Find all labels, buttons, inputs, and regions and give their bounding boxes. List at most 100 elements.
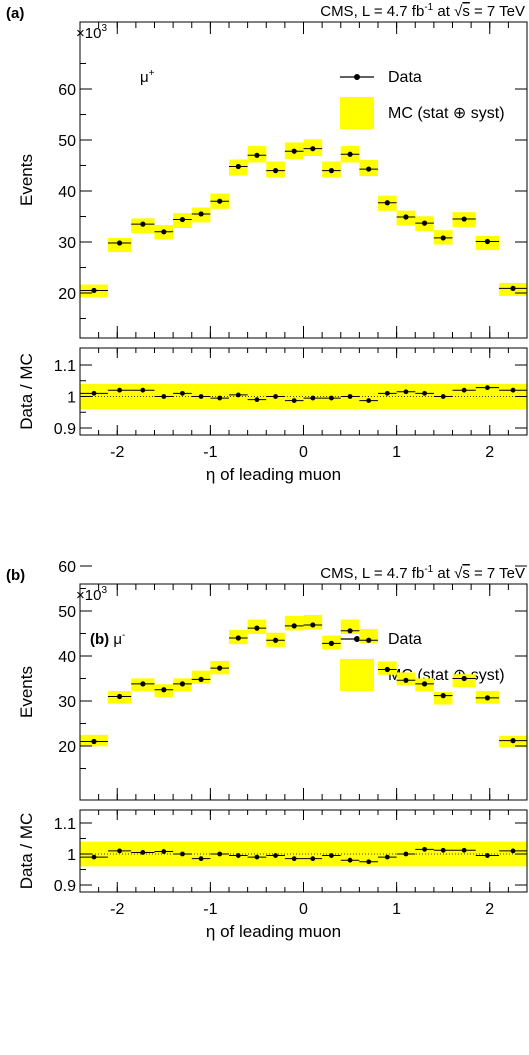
data-point	[91, 738, 97, 745]
energy-label: = 7 TeV	[470, 565, 525, 582]
y-tick-label: 30	[58, 694, 76, 711]
data-point	[91, 287, 97, 294]
ratio-point	[117, 848, 122, 854]
ratio-point	[485, 385, 490, 391]
legend-mc-swatch	[340, 97, 374, 129]
ratio-point	[217, 851, 223, 857]
data-point	[366, 637, 372, 643]
ratio-point	[91, 854, 97, 860]
lumi-superscript: -1	[424, 564, 433, 575]
multiplier-exponent: 3	[101, 23, 107, 34]
experiment-text: CMS, L = 4.7 fb	[320, 3, 424, 20]
data-point	[484, 238, 491, 245]
ratio-point	[140, 387, 146, 393]
y-tick-label: 20	[58, 739, 76, 756]
ratio-point	[461, 387, 467, 393]
ratio-point	[440, 847, 446, 853]
data-point	[310, 146, 316, 152]
data-point	[366, 166, 372, 172]
ratio-point	[310, 395, 316, 401]
ratio-tick-label: 1.1	[54, 816, 76, 833]
y-tick-label: 60	[58, 559, 76, 576]
ratio-point	[384, 390, 390, 396]
lumi-superscript: -1	[424, 2, 433, 13]
data-point	[217, 665, 223, 671]
legend-mc-label: MC (stat ⊕ syst)	[388, 105, 505, 122]
ratio-point	[347, 857, 353, 863]
ratio-point	[180, 390, 185, 396]
y-tick-label: 50	[58, 133, 76, 150]
mc-band-bin	[359, 629, 378, 644]
panel-label: (b)	[6, 567, 25, 584]
ratio-axis-label: Data / MC	[17, 813, 36, 890]
data-point	[161, 687, 167, 693]
data-point	[310, 622, 316, 628]
ratio-point	[403, 851, 409, 857]
ratio-point	[366, 859, 372, 865]
legend-data-marker	[354, 636, 360, 642]
ratio-point	[273, 394, 278, 399]
data-point	[347, 628, 353, 634]
multiplier-base: ×10	[76, 587, 101, 604]
ratio-axis-label: Data / MC	[17, 353, 36, 430]
y-tick-label: 50	[58, 604, 76, 621]
data-point	[421, 220, 428, 226]
ratio-point	[161, 394, 167, 399]
ratio-point	[329, 395, 334, 401]
data-point	[510, 285, 516, 292]
x-tick-label: 0	[299, 444, 308, 461]
data-point	[384, 666, 390, 673]
data-point	[235, 163, 241, 170]
x-axis-label: η of leading muon	[206, 922, 341, 941]
data-point	[510, 738, 516, 744]
mc-band-bin	[284, 615, 304, 631]
x-tick-label: 1	[392, 444, 401, 461]
ratio-point	[235, 392, 241, 398]
experiment-text: CMS, L = 4.7 fb	[320, 565, 424, 582]
x-tick-label: 2	[485, 901, 494, 918]
multiplier-base: ×10	[76, 25, 101, 42]
legend-data-label: Data	[388, 631, 422, 648]
data-point	[254, 625, 260, 631]
data-point	[461, 216, 467, 222]
ratio-point	[384, 854, 390, 860]
ratio-point	[291, 398, 297, 403]
ratio-point	[117, 387, 122, 393]
ratio-point	[254, 397, 260, 403]
ratio-point	[254, 854, 260, 860]
ratio-point	[198, 856, 204, 862]
data-point	[161, 229, 167, 235]
ratio-point	[347, 394, 353, 399]
data-point	[140, 681, 146, 687]
data-point	[254, 152, 260, 158]
x-tick-label: -2	[110, 444, 124, 461]
x-tick-label: 2	[485, 444, 494, 461]
legend-data-marker	[354, 74, 360, 80]
y-tick-label: 40	[58, 649, 76, 666]
data-point	[347, 151, 353, 157]
data-point	[403, 677, 409, 683]
data-point	[328, 168, 335, 174]
particle-charge: +	[149, 68, 155, 79]
data-point	[235, 635, 241, 641]
particle-charge: -	[122, 630, 125, 641]
data-point	[116, 693, 123, 700]
ratio-point	[291, 856, 297, 862]
ratio-tick-label: 1	[67, 847, 76, 864]
ratio-point	[461, 847, 467, 853]
x-tick-label: -1	[203, 444, 217, 461]
ratio-point	[180, 851, 185, 857]
panel-b: (b) CMS, L = 4.7 fb-1 at √s = 7 TeV×103(b…	[6, 559, 528, 941]
data-point	[440, 235, 446, 241]
data-point	[272, 637, 279, 643]
data-point	[484, 695, 491, 701]
ratio-point	[217, 395, 223, 401]
ratio-point	[329, 853, 334, 858]
lumi-tail: at	[433, 565, 454, 582]
data-point	[179, 681, 186, 687]
data-point	[291, 623, 297, 629]
y-multiplier: ×103	[76, 23, 107, 42]
data-point	[291, 148, 297, 154]
ratio-point	[403, 389, 409, 395]
ratio-tick-label: 1.1	[54, 358, 76, 375]
